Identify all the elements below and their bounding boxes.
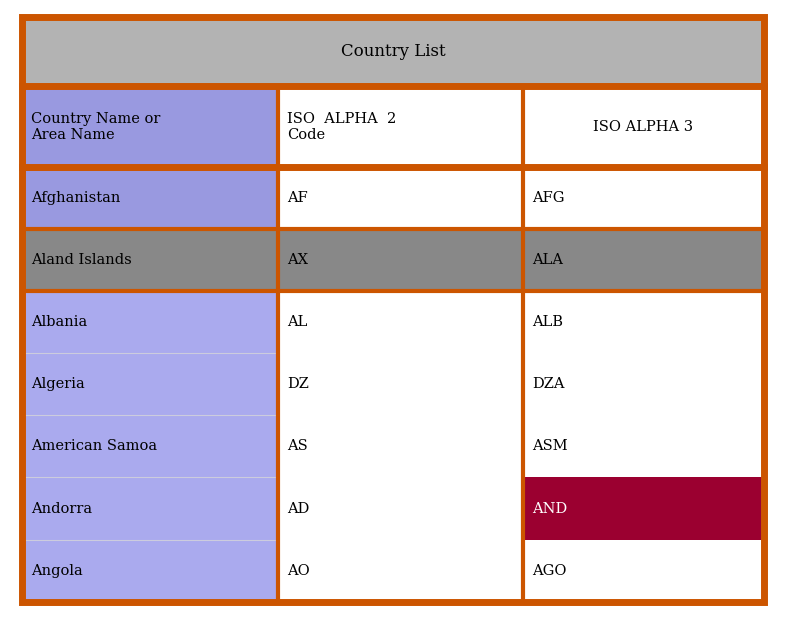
Bar: [278, 167, 523, 229]
Text: DZA: DZA: [532, 378, 565, 391]
Bar: [523, 540, 764, 602]
Bar: [278, 540, 523, 602]
Text: AGO: AGO: [532, 564, 567, 578]
Bar: [22, 540, 278, 602]
Bar: [22, 415, 278, 477]
Text: Angola: Angola: [31, 564, 83, 578]
Bar: [22, 86, 278, 167]
Bar: [22, 477, 278, 540]
Text: ASM: ASM: [532, 439, 568, 453]
Text: AO: AO: [288, 564, 310, 578]
Text: AL: AL: [288, 315, 308, 329]
Text: AND: AND: [532, 501, 567, 516]
Bar: [278, 229, 523, 291]
Text: AD: AD: [288, 501, 310, 516]
Bar: [22, 291, 278, 353]
Text: Country Name or
Area Name: Country Name or Area Name: [31, 111, 161, 142]
Text: Albania: Albania: [31, 315, 88, 329]
Text: Afghanistan: Afghanistan: [31, 191, 121, 205]
Text: AS: AS: [288, 439, 308, 453]
Text: Algeria: Algeria: [31, 378, 85, 391]
Bar: [22, 167, 278, 229]
Bar: [278, 477, 523, 540]
Bar: [523, 229, 764, 291]
Text: American Samoa: American Samoa: [31, 439, 157, 453]
Bar: [523, 167, 764, 229]
Text: DZ: DZ: [288, 378, 310, 391]
Text: ALB: ALB: [532, 315, 564, 329]
Bar: [22, 17, 764, 86]
Bar: [22, 229, 278, 291]
Bar: [278, 86, 523, 167]
Text: Country List: Country List: [340, 43, 446, 60]
Bar: [523, 291, 764, 353]
Text: Aland Islands: Aland Islands: [31, 253, 132, 267]
Bar: [22, 353, 278, 415]
Text: ALA: ALA: [532, 253, 564, 267]
Bar: [278, 291, 523, 353]
Bar: [278, 353, 523, 415]
Text: AX: AX: [288, 253, 308, 267]
Bar: [523, 353, 764, 415]
Bar: [523, 415, 764, 477]
Text: AFG: AFG: [532, 191, 565, 205]
Text: ISO  ALPHA  2
Code: ISO ALPHA 2 Code: [288, 111, 397, 142]
Bar: [523, 86, 764, 167]
Text: AF: AF: [288, 191, 308, 205]
Bar: [278, 415, 523, 477]
Bar: [523, 477, 764, 540]
Text: Andorra: Andorra: [31, 501, 93, 516]
Text: ISO ALPHA 3: ISO ALPHA 3: [593, 119, 693, 134]
